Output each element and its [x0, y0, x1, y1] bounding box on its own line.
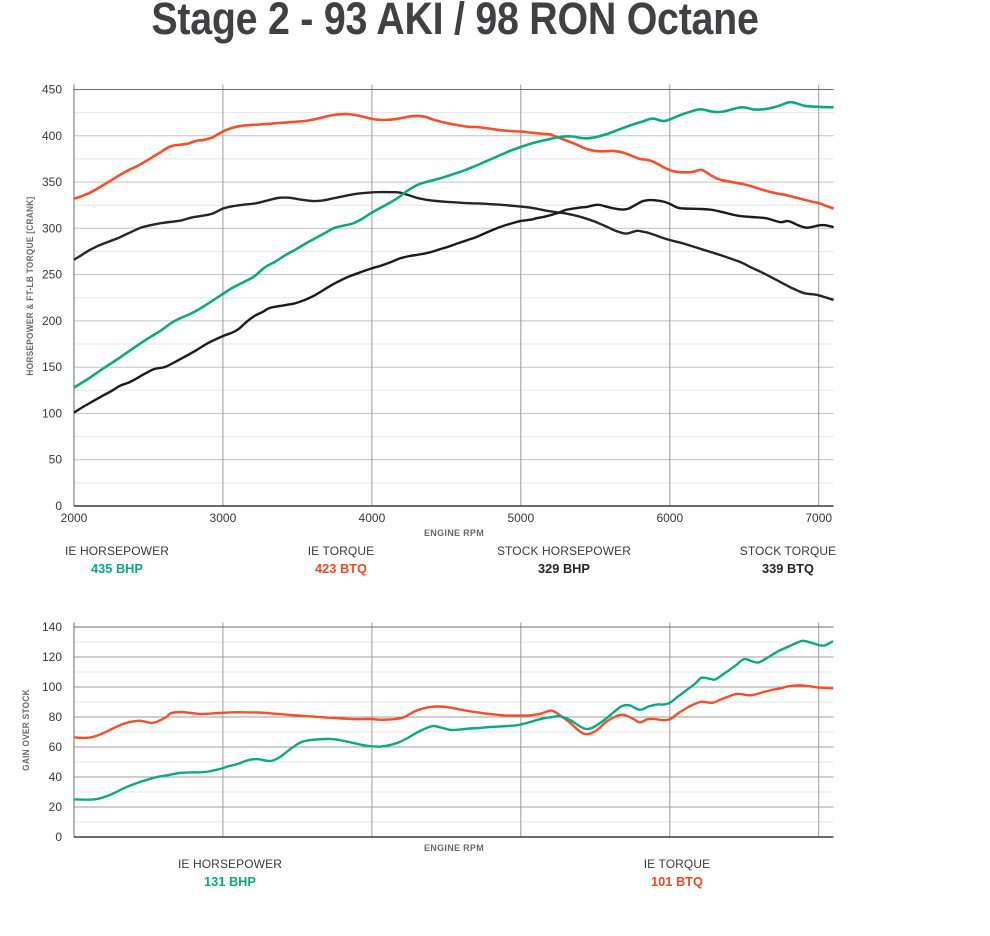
- svg-text:6000: 6000: [656, 511, 683, 525]
- svg-text:0: 0: [55, 830, 62, 844]
- svg-text:150: 150: [42, 360, 62, 374]
- svg-text:120: 120: [42, 650, 62, 664]
- svg-text:400: 400: [42, 129, 62, 143]
- svg-text:40: 40: [49, 770, 63, 784]
- svg-text:450: 450: [42, 83, 62, 97]
- svg-text:250: 250: [42, 268, 62, 282]
- svg-text:300: 300: [42, 221, 62, 235]
- svg-text:100: 100: [42, 406, 62, 420]
- svg-text:50: 50: [49, 453, 63, 467]
- svg-text:60: 60: [49, 740, 63, 754]
- svg-text:3000: 3000: [210, 511, 237, 525]
- svg-text:80: 80: [49, 710, 63, 724]
- svg-text:350: 350: [42, 175, 62, 189]
- svg-text:7000: 7000: [805, 511, 832, 525]
- svg-text:100: 100: [42, 680, 62, 694]
- svg-text:0: 0: [55, 499, 62, 513]
- svg-text:5000: 5000: [507, 511, 534, 525]
- svg-text:140: 140: [42, 620, 62, 634]
- svg-text:200: 200: [42, 314, 62, 328]
- svg-text:2000: 2000: [61, 511, 88, 525]
- svg-text:4000: 4000: [359, 511, 386, 525]
- svg-text:20: 20: [49, 800, 63, 814]
